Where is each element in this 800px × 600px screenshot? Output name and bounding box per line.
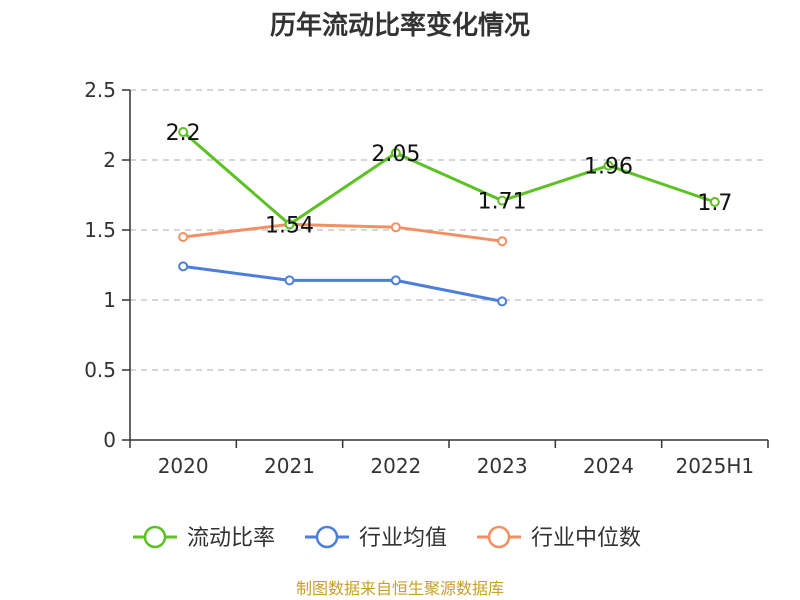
chart-title: 历年流动比率变化情况 [270, 10, 530, 41]
data-point [390, 275, 401, 286]
y-tick-label: 2.5 [84, 78, 116, 102]
data-point [284, 219, 295, 230]
legend-item[interactable]: 流动比率 [133, 525, 275, 551]
data-point [284, 275, 295, 286]
series-line [182, 222, 503, 243]
y-tick-label: 0.5 [84, 358, 116, 382]
legend-label: 流动比率 [187, 526, 275, 551]
data-point [178, 261, 189, 272]
series-line [182, 264, 503, 303]
legend-circle-marker [143, 525, 167, 549]
data-label: 2.05 [371, 142, 420, 167]
source-note: 制图数据来自恒生聚源数据库 [296, 579, 504, 598]
data-label: 1.7 [697, 191, 732, 216]
data-label: 2.2 [166, 121, 201, 146]
legend-circle-marker [315, 525, 339, 549]
series-2 [178, 219, 508, 247]
data-point [178, 127, 189, 137]
legend-item[interactable]: 行业均值 [305, 525, 447, 551]
x-tick-label: 2022 [370, 454, 421, 478]
legend-label: 行业均值 [359, 526, 447, 551]
data-label: 1.54 [265, 213, 314, 238]
y-tick-label: 0 [103, 428, 116, 452]
axes: 0 0.5 1 1.5 2 2.5 2020 2021 2022 2023 2024 2025H1 [84, 78, 769, 478]
y-tick-label: 2 [103, 148, 116, 172]
y-tick-label: 1 [103, 288, 116, 312]
x-tick-label: 2025H1 [675, 454, 754, 478]
data-point [709, 197, 720, 207]
data-point [497, 236, 508, 247]
series-line [182, 130, 716, 226]
x-tick-label: 2024 [583, 454, 634, 478]
data-labels: 2.2 1.54 2.05 1.71 1.96 1.7 [166, 121, 733, 238]
data-label: 1.71 [478, 190, 527, 215]
data-point [603, 160, 614, 171]
data-label: 1.96 [584, 155, 633, 180]
legend: 流动比率 行业均值 行业中位数 [133, 525, 641, 551]
x-tick-label: 2020 [158, 454, 209, 478]
y-tick-label: 1.5 [84, 218, 116, 242]
series-layer [178, 127, 720, 307]
data-point [390, 222, 401, 233]
legend-item[interactable]: 行业中位数 [477, 525, 641, 551]
legend-label: 行业中位数 [531, 526, 641, 551]
series-0 [178, 127, 720, 230]
series-1 [178, 261, 508, 307]
x-tick-label: 2021 [264, 454, 315, 478]
data-point [390, 148, 401, 158]
x-tick-label: 2023 [477, 454, 528, 478]
data-point [497, 296, 508, 307]
data-point [178, 232, 189, 242]
legend-circle-marker [487, 525, 511, 549]
data-point [497, 195, 508, 206]
grid-lines [130, 89, 768, 371]
